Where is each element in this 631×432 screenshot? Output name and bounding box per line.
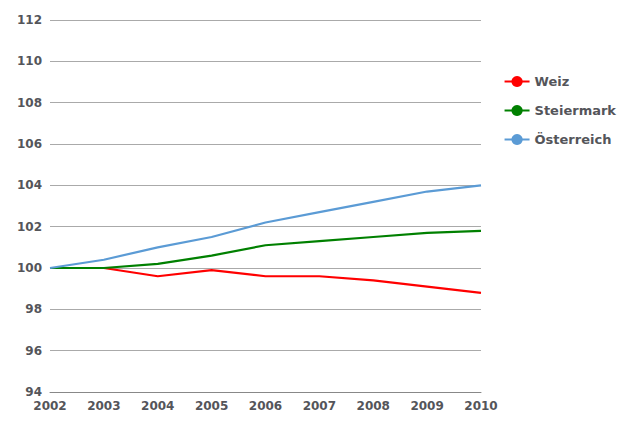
svg-text:98: 98 xyxy=(25,302,42,316)
svg-text:2007: 2007 xyxy=(303,399,336,413)
svg-text:Weiz: Weiz xyxy=(535,74,570,89)
svg-text:96: 96 xyxy=(25,344,42,358)
svg-text:Österreich: Österreich xyxy=(535,132,612,147)
svg-text:2010: 2010 xyxy=(464,399,497,413)
svg-text:106: 106 xyxy=(17,137,42,151)
svg-text:110: 110 xyxy=(17,54,42,68)
svg-text:2006: 2006 xyxy=(249,399,282,413)
svg-text:100: 100 xyxy=(17,261,42,275)
svg-text:2009: 2009 xyxy=(410,399,443,413)
svg-text:112: 112 xyxy=(17,13,42,27)
svg-text:2002: 2002 xyxy=(33,399,66,413)
svg-text:104: 104 xyxy=(17,178,42,192)
svg-text:2003: 2003 xyxy=(87,399,120,413)
svg-text:2008: 2008 xyxy=(357,399,390,413)
svg-text:94: 94 xyxy=(25,385,42,399)
svg-text:108: 108 xyxy=(17,96,42,110)
svg-text:Steiermark: Steiermark xyxy=(535,103,617,118)
svg-text:2005: 2005 xyxy=(195,399,228,413)
svg-text:102: 102 xyxy=(17,220,42,234)
svg-text:2004: 2004 xyxy=(141,399,174,413)
